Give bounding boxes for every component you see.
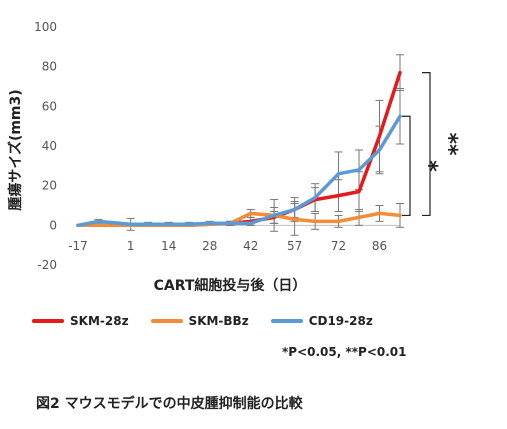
y-axis: -20 0 20 40 60 80 100 (34, 20, 57, 272)
series-line-cd19-28z (76, 114, 402, 228)
legend-label: CD19-28z (308, 314, 373, 328)
legend-swatch (32, 319, 64, 323)
x-tick-label: 86 (372, 239, 387, 253)
legend-label: SKM-BBz (188, 314, 249, 328)
x-axis: -17 1 14 28 42 57 72 86 (68, 224, 400, 253)
y-tick-label: -20 (37, 258, 57, 272)
x-tick-label: 28 (202, 239, 217, 253)
x-tick-label: -17 (68, 239, 88, 253)
error-bars (94, 54, 404, 236)
significance-brackets: *** (402, 72, 461, 217)
x-tick-label: 57 (287, 239, 302, 253)
legend-item: SKM-BBz (150, 314, 249, 328)
y-tick-label: 60 (42, 99, 57, 113)
y-tick-label: 80 (42, 60, 57, 74)
legend-item: CD19-28z (270, 314, 373, 328)
legend-swatch (150, 319, 183, 323)
y-tick-label: 100 (34, 20, 57, 34)
figure-caption: 図2 マウスモデルでの中皮腫抑制能の比較 (36, 396, 303, 412)
y-tick-label: 0 (49, 218, 57, 232)
p-value-note: *P<0.05, **P<0.01 (282, 345, 407, 359)
legend-item: SKM-28z (32, 314, 129, 328)
x-tick-label: 14 (161, 239, 176, 253)
y-axis-label: 腫瘍サイズ(mm3) (7, 89, 24, 210)
significance-bracket (422, 72, 431, 217)
x-axis-label: CART細胞投与後（日） (154, 277, 307, 294)
legend-swatch (270, 319, 303, 323)
y-tick-label: 40 (42, 139, 57, 153)
significance-label: * (416, 160, 441, 172)
x-tick-label: 72 (331, 239, 346, 253)
legend: SKM-28z SKM-BBz CD19-28z (32, 314, 373, 328)
series-lines (76, 70, 402, 228)
x-tick-label: 1 (127, 239, 135, 253)
significance-label: ** (436, 133, 461, 157)
series-line-skm-28z (76, 70, 402, 228)
legend-label: SKM-28z (70, 314, 129, 328)
x-tick-label: 42 (243, 239, 258, 253)
significance-bracket (402, 115, 411, 217)
y-tick-label: 20 (42, 179, 57, 193)
